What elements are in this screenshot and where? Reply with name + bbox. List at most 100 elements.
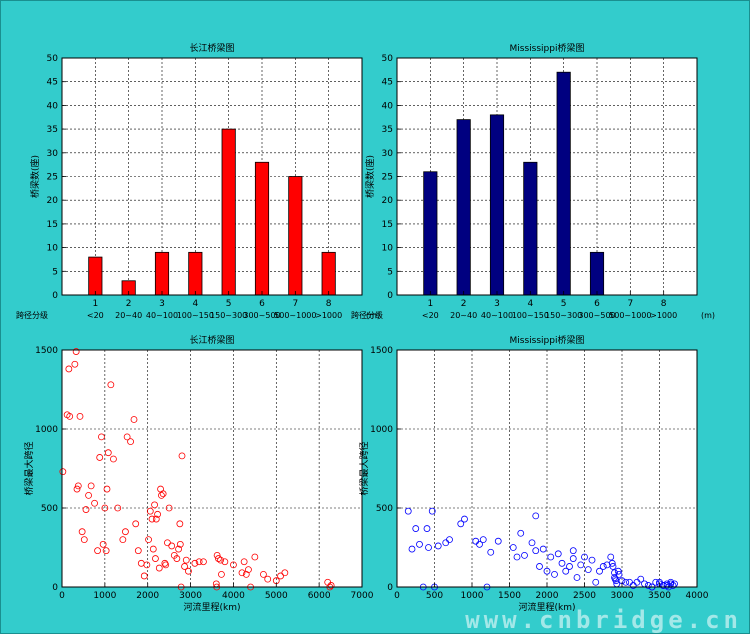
x-tick-label: 6 bbox=[594, 299, 600, 309]
y-tick-label: 35 bbox=[47, 125, 58, 135]
bar-5 bbox=[221, 128, 236, 296]
data-point bbox=[191, 559, 199, 567]
data-point bbox=[277, 572, 284, 580]
x-category-label: 20~40 bbox=[450, 311, 477, 320]
y-tick-label: 30 bbox=[47, 149, 59, 159]
data-point bbox=[528, 539, 536, 547]
data-point bbox=[615, 570, 623, 578]
x-tick-label: 2 bbox=[461, 299, 467, 309]
bar-3 bbox=[489, 114, 505, 296]
x-tick-label: 5 bbox=[561, 299, 567, 309]
data-point bbox=[217, 556, 224, 564]
x-tick-label: 5000 bbox=[265, 591, 288, 601]
data-point bbox=[65, 365, 73, 373]
data-point bbox=[281, 569, 289, 577]
data-point bbox=[221, 558, 229, 566]
data-point bbox=[584, 566, 592, 574]
data-point bbox=[238, 569, 246, 577]
y-tick-label: 35 bbox=[382, 125, 393, 135]
data-point bbox=[59, 468, 67, 476]
x-tick-label: 8 bbox=[326, 299, 332, 309]
data-point bbox=[614, 567, 622, 575]
y-tick-label: 25 bbox=[382, 173, 393, 183]
data-point bbox=[158, 491, 165, 499]
data-point bbox=[178, 452, 186, 460]
x-category-label: 40~100 bbox=[146, 311, 178, 320]
data-point bbox=[596, 567, 603, 575]
bar-3 bbox=[154, 251, 170, 296]
y-tick-label: 45 bbox=[382, 78, 393, 88]
data-point bbox=[73, 485, 81, 493]
data-point bbox=[82, 506, 90, 513]
x-tick-label: 1 bbox=[427, 299, 433, 309]
x-tick-label: 3500 bbox=[648, 591, 671, 601]
x-tick-label: 4 bbox=[192, 299, 198, 309]
data-point bbox=[148, 515, 156, 523]
data-point bbox=[539, 545, 547, 553]
x-category-label: 20~40 bbox=[115, 311, 142, 320]
data-point bbox=[428, 507, 436, 515]
x-axis-label: 河流里程(km) bbox=[183, 601, 240, 613]
data-point bbox=[260, 570, 267, 578]
data-point bbox=[554, 550, 562, 558]
data-point bbox=[161, 559, 169, 567]
x-tick-label: 3000 bbox=[179, 591, 202, 601]
x-axis-label-suffix: (m) bbox=[701, 311, 715, 320]
x-tick-label: 3 bbox=[494, 299, 500, 309]
plot-area-2 bbox=[62, 350, 362, 587]
axes-box-2 bbox=[61, 349, 363, 588]
data-point bbox=[543, 567, 551, 575]
x-tick-label: 1000 bbox=[461, 591, 484, 601]
y-tick-label: 1500 bbox=[370, 346, 393, 356]
data-point bbox=[581, 553, 588, 561]
x-tick-label: 0 bbox=[59, 591, 65, 601]
data-point bbox=[80, 536, 88, 543]
data-point bbox=[132, 520, 140, 528]
y-tick-label: 30 bbox=[382, 149, 394, 159]
data-point bbox=[74, 482, 82, 490]
data-point bbox=[155, 564, 163, 572]
data-point bbox=[195, 558, 203, 566]
y-tick-label: 10 bbox=[47, 244, 59, 254]
y-tick-label: 0 bbox=[387, 291, 393, 301]
data-point bbox=[143, 561, 151, 569]
x-category-label: 500~1000 bbox=[274, 311, 316, 320]
x-tick-label: 7000 bbox=[351, 591, 374, 601]
chart-title: Mississippi桥梁图 bbox=[510, 42, 585, 54]
bar-1 bbox=[423, 171, 438, 296]
x-tick-label: 8 bbox=[661, 299, 667, 309]
data-point bbox=[146, 507, 154, 515]
data-point bbox=[547, 553, 555, 561]
data-point bbox=[151, 501, 158, 509]
data-point bbox=[152, 515, 160, 523]
data-point bbox=[264, 575, 272, 583]
x-category-label: >1000 bbox=[650, 311, 677, 320]
x-axis-label-suffix: (m) bbox=[366, 311, 380, 320]
data-point bbox=[622, 578, 630, 586]
x-tick-label: 7 bbox=[627, 299, 633, 309]
data-point bbox=[562, 567, 570, 575]
x-tick-label: 2500 bbox=[573, 591, 596, 601]
data-point bbox=[96, 454, 104, 461]
data-point bbox=[149, 545, 157, 553]
bar-6 bbox=[254, 161, 270, 296]
bar-7 bbox=[288, 176, 303, 296]
y-tick-label: 40 bbox=[382, 101, 394, 111]
data-point bbox=[127, 438, 134, 446]
data-point bbox=[479, 536, 487, 543]
x-tick-label: 5 bbox=[226, 299, 232, 309]
y-tick-label: 15 bbox=[382, 220, 393, 230]
chart-title: 长江桥梁图 bbox=[189, 334, 234, 346]
y-tick-label: 500 bbox=[41, 504, 58, 514]
data-point bbox=[637, 575, 645, 583]
data-point bbox=[566, 563, 573, 570]
data-point bbox=[573, 574, 581, 581]
x-tick-label: 2 bbox=[126, 299, 132, 309]
chart-title: 长江桥梁图 bbox=[189, 42, 234, 54]
data-point bbox=[536, 563, 543, 570]
data-point bbox=[644, 582, 652, 589]
x-tick-label: 500 bbox=[426, 591, 443, 601]
data-point bbox=[102, 547, 110, 555]
bar-1 bbox=[88, 256, 103, 296]
data-point bbox=[569, 555, 577, 562]
